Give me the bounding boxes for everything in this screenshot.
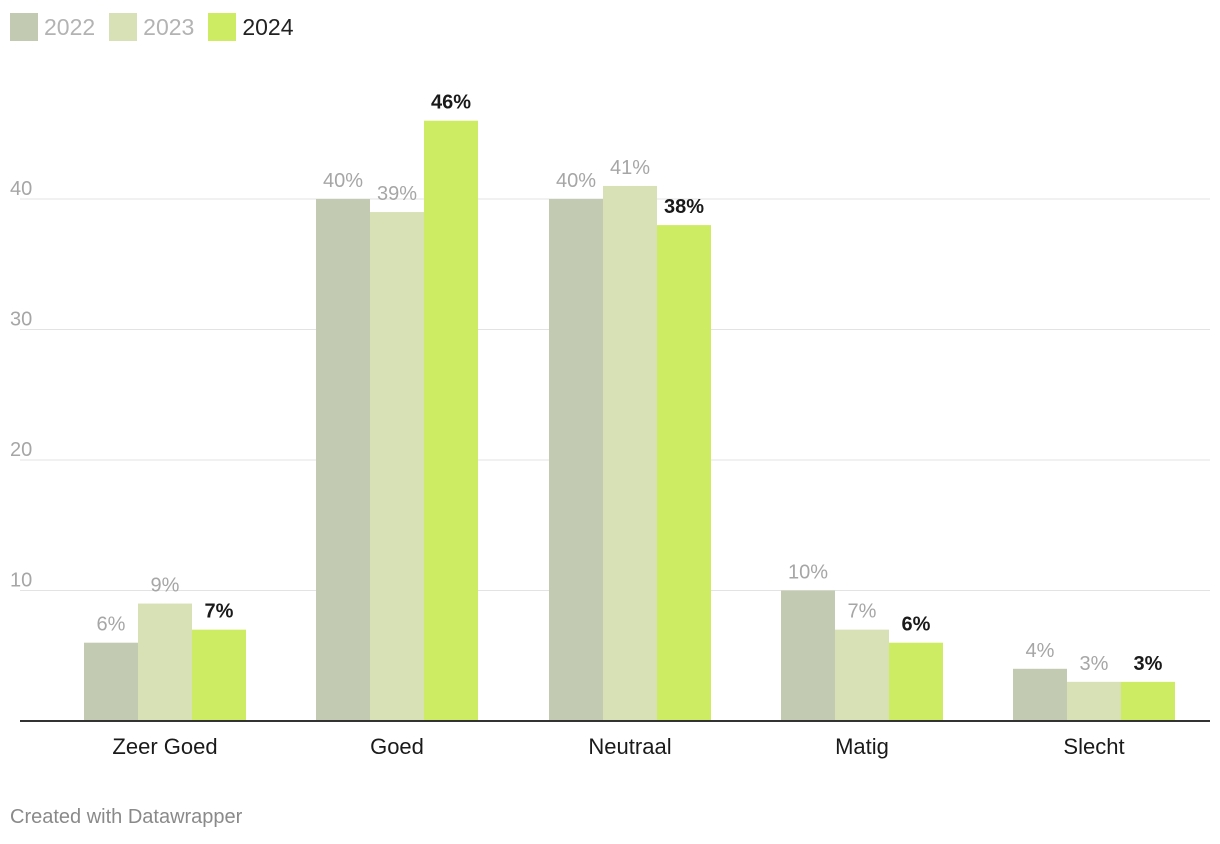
bar-2023-2 [603,185,657,721]
bar-2022-3 [781,590,835,721]
data-label-2022-4: 4% [1026,640,1055,662]
bar-2024-4 [1121,681,1175,721]
data-label-2024-2: 38% [664,196,704,218]
footer-credit: Created with Datawrapper [10,806,243,828]
data-label-2023-4: 3% [1080,653,1109,675]
x-category-label: Neutraal [588,734,671,759]
legend-swatch-2022 [10,13,38,41]
bar-2023-0 [138,603,192,721]
data-label-2023-2: 41% [610,157,650,179]
data-label-2024-4: 3% [1134,653,1163,675]
legend-label-2022: 2022 [44,13,96,40]
bar-2024-0 [192,629,246,721]
legend-swatch-2024 [208,13,237,41]
legend-item-2023: 2023 [109,13,194,41]
x-category-label: Slecht [1063,734,1124,759]
legend-item-2024: 2024 [208,13,294,41]
bar-2022-4 [1013,668,1067,721]
legend-item-2022: 2022 [10,13,95,41]
data-label-2022-0: 6% [97,614,126,636]
legend-label-2023: 2023 [143,13,195,40]
bar-2023-1 [370,212,424,722]
bar-2023-3 [835,629,889,721]
y-tick-label: 40 [10,178,32,200]
bar-2022-1 [316,199,370,721]
data-label-2022-2: 40% [556,170,596,192]
bar-2024-3 [889,642,943,721]
bar-2022-0 [84,642,138,721]
data-label-2024-1: 46% [431,92,471,114]
data-label-2023-3: 7% [848,601,877,623]
y-tick-label: 10 [10,570,32,592]
legend-label-2024: 2024 [242,13,294,40]
data-label-2023-0: 9% [151,575,180,597]
x-category-label: Zeer Goed [112,734,217,759]
legend-swatch-2023 [109,13,138,41]
legend: 2022 2023 2024 [10,12,294,42]
data-label-2024-3: 6% [902,614,931,636]
x-category-label: Goed [370,734,424,759]
bar-2024-2 [657,225,711,721]
bar-2024-1 [424,120,478,721]
x-category-label: Matig [835,734,889,759]
y-tick-label: 20 [10,439,32,461]
data-label-2022-1: 40% [323,170,363,192]
data-label-2024-0: 7% [205,601,234,623]
data-label-2023-1: 39% [377,183,417,205]
bar-2023-4 [1067,681,1121,721]
data-label-2022-3: 10% [788,562,828,584]
y-tick-label: 30 [10,309,32,331]
bar-2022-2 [549,199,603,721]
